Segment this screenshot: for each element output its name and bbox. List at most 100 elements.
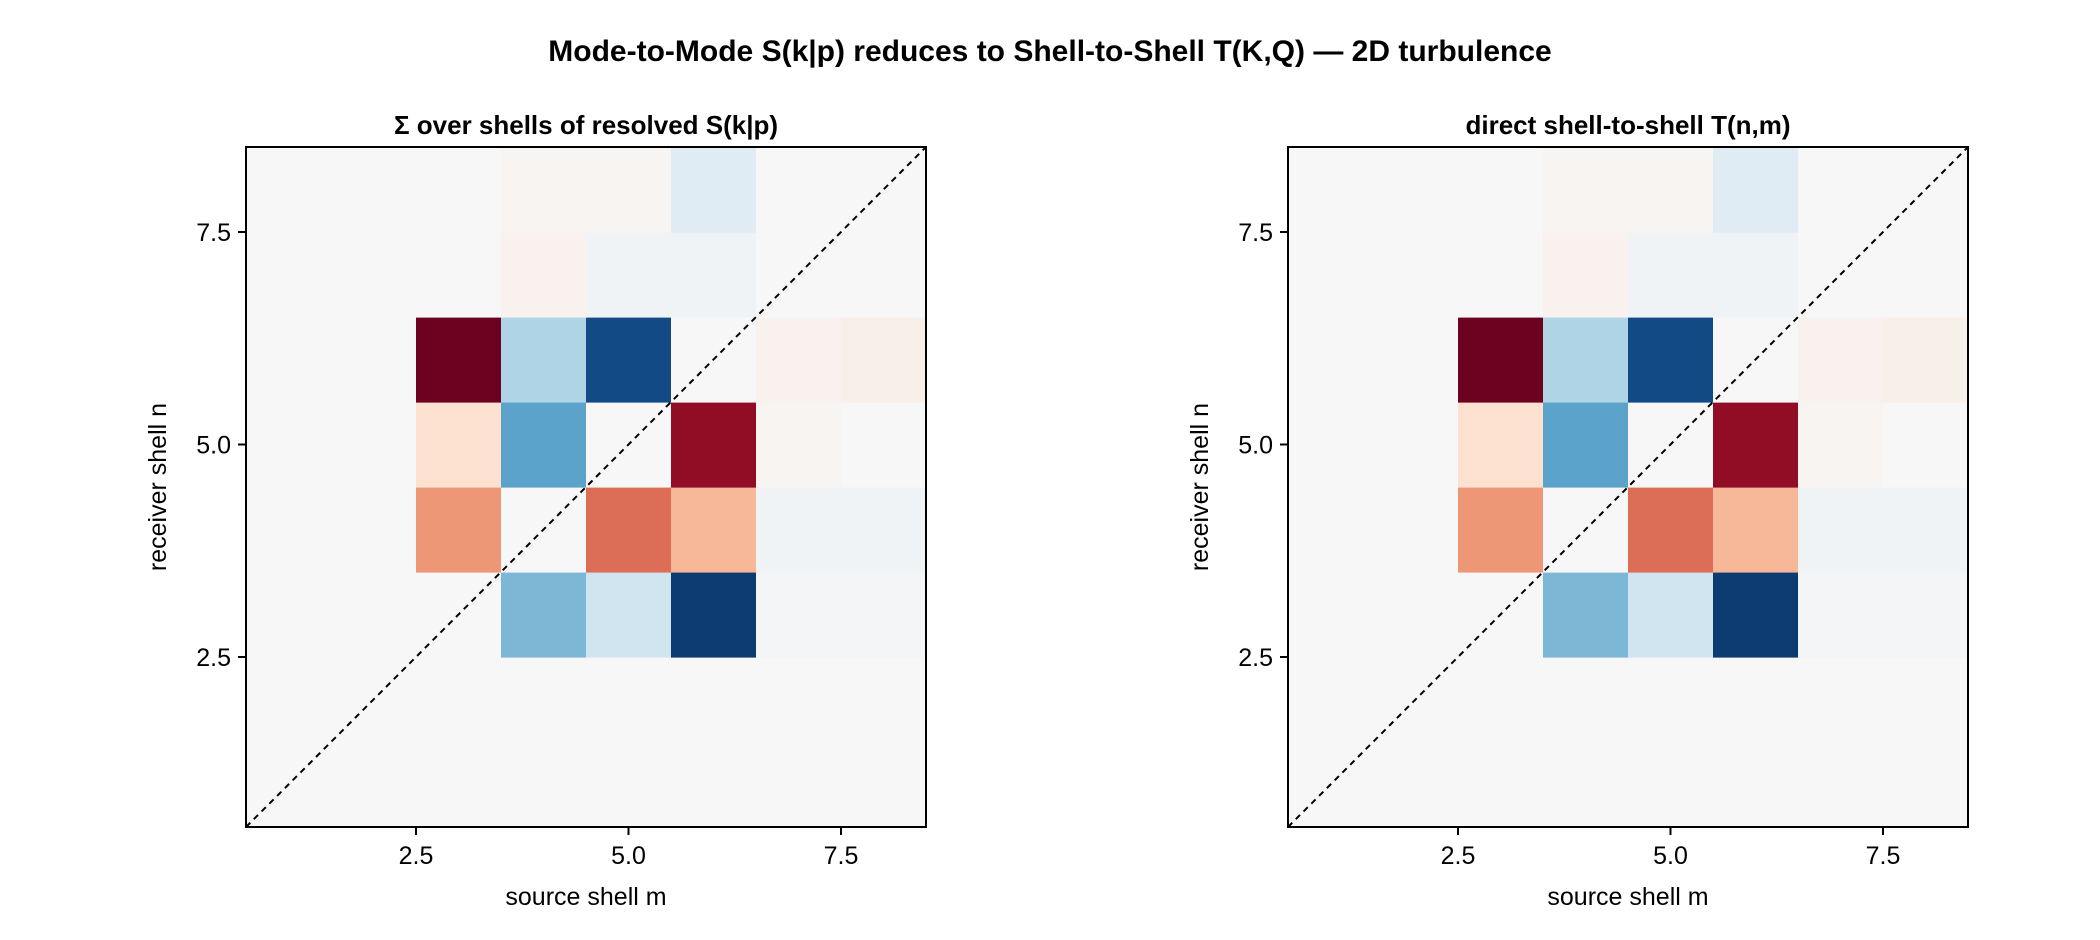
- heatmap-cell: [1883, 317, 1969, 403]
- heatmap-cell: [1713, 572, 1799, 658]
- x-tick-label: 7.5: [1866, 842, 1901, 870]
- heatmap-cell: [1543, 147, 1629, 233]
- heatmap-cell: [501, 742, 587, 828]
- heatmap-cell: [1883, 572, 1969, 658]
- heatmap-cell: [1373, 402, 1459, 488]
- x-tick-label: 5.0: [1653, 842, 1688, 870]
- heatmap-cell: [1798, 487, 1884, 573]
- heatmap-cell: [841, 317, 927, 403]
- x-axis-label: source shell m: [1547, 883, 1708, 911]
- heatmap-panel-left: 2.5 5.0 7.5 2.5 5.0 7.5 Σ over shells of resol…: [144, 110, 927, 911]
- heatmap-cell: [1713, 402, 1799, 488]
- heatmap-cell: [331, 742, 417, 828]
- y-tick-label: 2.5: [196, 644, 231, 672]
- axes-frame: [1287, 146, 1969, 828]
- heatmap-cell: [1288, 657, 1374, 743]
- heatmap-cell: [1288, 572, 1374, 658]
- heatmap-cell: [671, 147, 757, 233]
- heatmap-cell: [1543, 657, 1629, 743]
- y-tick-label: 7.5: [1238, 219, 1273, 247]
- heatmap-cell: [1373, 487, 1459, 573]
- heatmap-cell: [246, 487, 332, 573]
- heatmap-cell: [586, 572, 672, 658]
- x-tick-label: 7.5: [824, 842, 859, 870]
- heatmap-cell: [416, 147, 502, 233]
- heatmap-cell: [1713, 487, 1799, 573]
- heatmap-cell: [501, 572, 587, 658]
- heatmap-cell: [841, 572, 927, 658]
- heatmap-cell: [1798, 657, 1884, 743]
- heatmap-cell: [756, 317, 842, 403]
- heatmap-cell: [246, 232, 332, 318]
- y-tick-label: 5.0: [1238, 432, 1273, 460]
- panel-title: direct shell-to-shell T(n,m): [1465, 110, 1790, 140]
- heatmap-cell: [586, 657, 672, 743]
- heatmap-cell: [841, 402, 927, 488]
- heatmap-cell: [586, 147, 672, 233]
- heatmap-cell: [1628, 572, 1714, 658]
- heatmap-cell: [586, 317, 672, 403]
- heatmap-cell: [1713, 657, 1799, 743]
- heatmap-cell: [501, 402, 587, 488]
- heatmap-cell: [246, 317, 332, 403]
- x-tick-label: 2.5: [1441, 842, 1476, 870]
- heatmap-cell: [1458, 487, 1544, 573]
- heatmap-cell: [1628, 657, 1714, 743]
- heatmap-cell: [1373, 147, 1459, 233]
- heatmap-cells: [1288, 147, 1969, 828]
- heatmap-cell: [1798, 317, 1884, 403]
- heatmap-cell: [586, 232, 672, 318]
- y-tick-label: 7.5: [196, 219, 231, 247]
- heatmap-cell: [1543, 232, 1629, 318]
- heatmap-cell: [1798, 572, 1884, 658]
- heatmap-cell: [416, 742, 502, 828]
- heatmap-cell: [756, 402, 842, 488]
- heatmap-cell: [671, 232, 757, 318]
- heatmap-cell: [1458, 147, 1544, 233]
- heatmap-cell: [1628, 232, 1714, 318]
- heatmap-cell: [246, 657, 332, 743]
- heatmap-cell: [671, 657, 757, 743]
- heatmap-cell: [1458, 317, 1544, 403]
- figure-title: Mode-to-Mode S(k|p) reduces to Shell-to-…: [548, 35, 1551, 68]
- heatmap-cell: [671, 572, 757, 658]
- heatmap-cell: [1628, 487, 1714, 573]
- heatmap-cell: [1288, 147, 1374, 233]
- heatmap-cell: [1883, 742, 1969, 828]
- heatmap-cell: [756, 657, 842, 743]
- heatmap-cell: [1628, 317, 1714, 403]
- heatmap-cell: [1883, 402, 1969, 488]
- heatmap-cell: [1713, 232, 1799, 318]
- y-tick-label: 5.0: [196, 432, 231, 460]
- heatmap-cell: [841, 657, 927, 743]
- y-axis-label: receiver shell n: [144, 403, 172, 571]
- heatmap-cell: [1798, 742, 1884, 828]
- heatmap-cell: [841, 232, 927, 318]
- heatmap-cell: [1373, 317, 1459, 403]
- heatmap-cell: [1798, 402, 1884, 488]
- panel-title: Σ over shells of resolved S(k|p): [394, 110, 778, 140]
- heatmap-cell: [331, 402, 417, 488]
- heatmap-cell: [756, 572, 842, 658]
- heatmap-cell: [841, 487, 927, 573]
- heatmap-cell: [1628, 147, 1714, 233]
- heatmap-cell: [501, 657, 587, 743]
- heatmap-cell: [1458, 232, 1544, 318]
- heatmap-cell: [1543, 572, 1629, 658]
- heatmap-cell: [246, 572, 332, 658]
- heatmap-cell: [671, 402, 757, 488]
- x-tick-label: 2.5: [399, 842, 434, 870]
- heatmap-cell: [1288, 232, 1374, 318]
- heatmap-cell: [1883, 657, 1969, 743]
- heatmap-cell: [1458, 657, 1544, 743]
- heatmap-cell: [841, 742, 927, 828]
- heatmap-cell: [1373, 742, 1459, 828]
- heatmap-cell: [1798, 147, 1884, 233]
- heatmap-cell: [1458, 402, 1544, 488]
- heatmap-cell: [416, 317, 502, 403]
- heatmap-cell: [416, 402, 502, 488]
- heatmap-cell: [331, 572, 417, 658]
- heatmap-cell: [501, 317, 587, 403]
- heatmap-cell: [1373, 572, 1459, 658]
